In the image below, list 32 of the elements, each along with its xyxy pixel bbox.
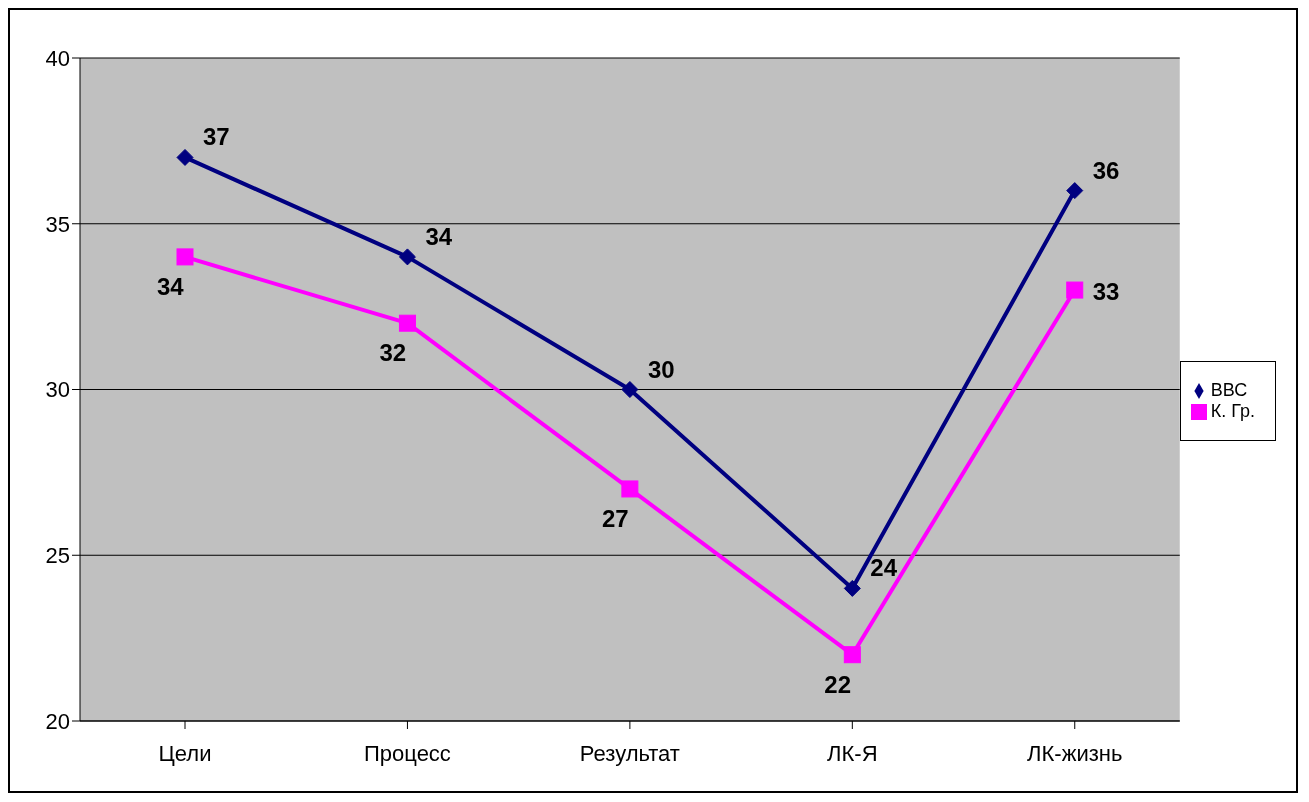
x-tick-label: ЛК-жизнь (1027, 740, 1123, 766)
data-label: 34 (425, 222, 453, 250)
data-label: 30 (647, 355, 675, 383)
data-label: 33 (1092, 278, 1120, 306)
point (398, 314, 416, 332)
point (621, 381, 639, 398)
point (843, 646, 861, 664)
data-label: 36 (1092, 156, 1120, 184)
point (398, 248, 416, 266)
y-tick-label: 30 (45, 377, 70, 403)
x-tick-label: Результат (579, 740, 680, 766)
y-tick-label: 25 (45, 543, 70, 569)
point (621, 480, 639, 498)
x-tick-label: ЛК-Я (827, 740, 878, 766)
data-label: 22 (824, 670, 852, 698)
data-label: 24 (870, 554, 898, 582)
data-label: 34 (157, 272, 185, 300)
y-tick-label: 35 (45, 211, 70, 237)
data-label: 37 (203, 123, 230, 151)
point (1066, 182, 1084, 200)
point (176, 148, 194, 166)
y-tick-label: 20 (45, 708, 70, 734)
data-label: 32 (379, 339, 407, 367)
x-tick-label: Цели (158, 740, 212, 766)
data-label: 27 (601, 504, 629, 532)
point (843, 579, 861, 597)
x-tick-label: Процесс (364, 740, 451, 766)
legend-label: ВВС (1210, 379, 1248, 400)
y-tick-label: 40 (45, 45, 70, 71)
legend-label: К. Гр. (1210, 400, 1255, 421)
point (1066, 281, 1084, 299)
point (176, 248, 194, 266)
